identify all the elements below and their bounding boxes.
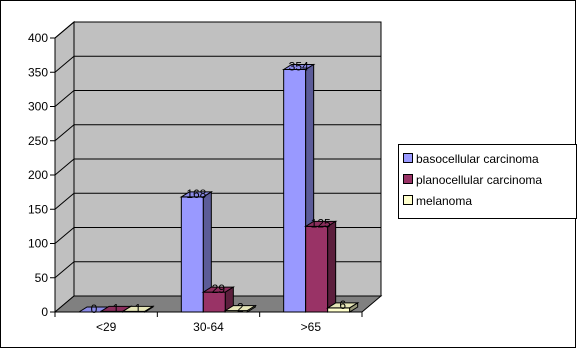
bar xyxy=(306,226,328,312)
legend-item-planocellular: planocellular carcinoma xyxy=(403,172,542,189)
y-tick-label: 250 xyxy=(28,134,48,148)
y-tick-label: 100 xyxy=(28,237,48,251)
data-label: 1 xyxy=(113,301,120,315)
y-tick-label: 350 xyxy=(28,65,48,79)
legend: basocellular carcinoma planocellular car… xyxy=(398,144,577,219)
bar xyxy=(181,197,203,312)
data-label: 168 xyxy=(186,187,206,201)
data-label: 1 xyxy=(135,301,142,315)
legend-label-melanoma: melanoma xyxy=(416,194,472,208)
x-tick-label: <29 xyxy=(96,320,117,334)
legend-swatch-basocellular xyxy=(403,153,413,163)
data-label: 125 xyxy=(311,216,331,230)
legend-item-melanoma: melanoma xyxy=(403,193,472,210)
y-tick-label: 300 xyxy=(28,100,48,114)
y-tick-label: 0 xyxy=(41,305,48,319)
bar-side xyxy=(328,221,336,312)
data-label: 0 xyxy=(91,302,98,316)
data-label: 2 xyxy=(237,301,244,315)
data-label: 354 xyxy=(289,60,309,74)
y-tick-label: 50 xyxy=(35,271,49,285)
y-tick-label: 400 xyxy=(28,31,48,45)
x-tick-label: 30-64 xyxy=(193,320,224,334)
legend-swatch-planocellular xyxy=(403,174,413,184)
x-tick-label: >65 xyxy=(301,320,322,334)
y-tick-label: 200 xyxy=(28,168,48,182)
legend-label-planocellular: planocellular carcinoma xyxy=(416,173,542,187)
data-label: 29 xyxy=(212,282,226,296)
legend-item-basocellular: basocellular carcinoma xyxy=(403,151,539,168)
legend-label-basocellular: basocellular carcinoma xyxy=(416,152,539,166)
data-label: 6 xyxy=(339,298,346,312)
legend-swatch-melanoma xyxy=(403,195,413,205)
bar xyxy=(284,70,306,313)
y-tick-label: 150 xyxy=(28,202,48,216)
